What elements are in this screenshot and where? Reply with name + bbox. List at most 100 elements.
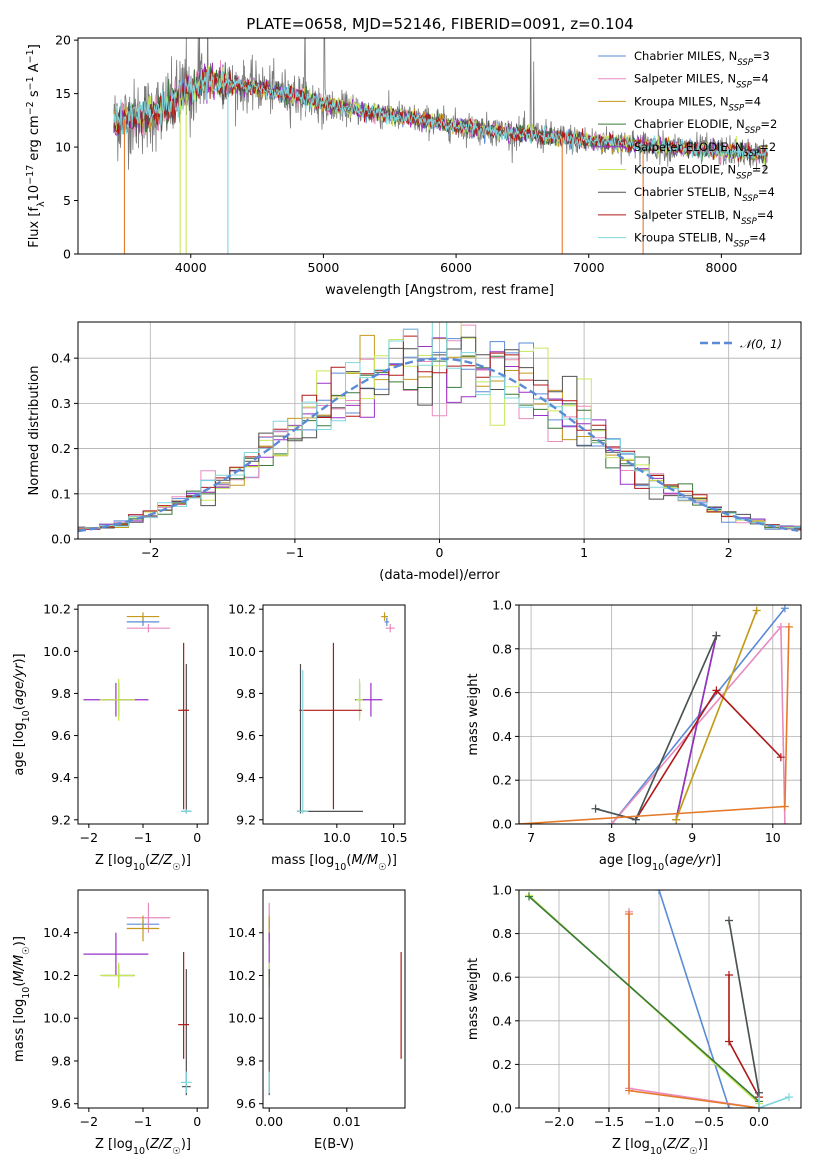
legend-entry: Salpeter ELODIE, NSSP=2 [634, 140, 776, 159]
errorbar-point [180, 1071, 192, 1094]
errorbar-point [99, 962, 135, 989]
x-tick-label: −2 [80, 1114, 98, 1129]
y-tick-label: 9.8 [51, 1053, 71, 1068]
x-tick-label: 9 [688, 830, 696, 845]
errorbar-point [178, 951, 190, 1059]
residuals-axes: −2 −1 0 1 2 0.0 0.1 0.2 0.3 0.4 [51, 322, 801, 560]
x-tick-label: 2 [725, 545, 733, 560]
residuals-frame [77, 321, 802, 540]
errorbar-point [384, 617, 390, 627]
x-tick-label: 6000 [440, 260, 472, 275]
y-axis-label: mass weight [466, 673, 481, 755]
x-tick-label: −1 [134, 1114, 152, 1129]
y-tick-label: 1.0 [492, 598, 512, 613]
legend-entry: Chabrier MILES, NSSP=3 [634, 49, 770, 68]
age_vs_mass-axes: 10.0 10.5 9.2 9.4 9.6 9.8 10.0 10.2 [228, 602, 407, 845]
plus-marker [672, 815, 681, 824]
errorbar-point [356, 678, 363, 721]
y-tick-label: 0.0 [492, 817, 512, 832]
y-tick-label: 10.2 [43, 602, 71, 617]
x-axis-label: Z [log10(Z/Z☉)] [95, 853, 191, 873]
x-tick-label: 0 [193, 1114, 201, 1129]
y-tick-label: 9.4 [236, 770, 256, 785]
weight-line [628, 914, 760, 1108]
y-tick-label: 0.2 [51, 441, 71, 456]
y-tick-label: 10.4 [228, 925, 256, 940]
spectrum-axes: 4000 5000 6000 7000 8000 0 5 10 15 20 [55, 33, 737, 275]
massweight_vs_Z-axes: −2.0 −1.5 −1.0 −0.5 0.0 0.0 0.2 0.4 0.6 0.8 1.0 [492, 883, 801, 1129]
plus-marker [776, 622, 785, 631]
y-tick-label: 9.2 [51, 812, 71, 827]
y-tick-label: 0 [63, 247, 71, 262]
y-tick-label: 0.0 [51, 532, 71, 547]
x-tick-label: −1.5 [594, 1114, 624, 1129]
mass_vs_ebv-errorbars [268, 902, 402, 1096]
y-tick-label: 0.8 [492, 926, 512, 941]
x-tick-label: 8 [608, 830, 616, 845]
y-tick-label: 0.6 [492, 970, 512, 985]
normal-curve [78, 357, 799, 533]
x-tick-label: −2 [141, 545, 159, 560]
y-tick-label: 9.2 [236, 812, 256, 827]
y-tick-label: 10.2 [228, 602, 256, 617]
mass_vs_ebv-frame [262, 889, 406, 1109]
plus-marker [591, 804, 600, 813]
spectrum-lines [113, 38, 769, 254]
y-tick-label: 10.2 [43, 968, 71, 983]
errorbar-point [126, 612, 160, 621]
x-tick-label: 10.0 [323, 830, 351, 845]
errorbar-point [99, 678, 135, 721]
plus-marker [625, 909, 633, 918]
mass_vs_ebv-axes: 0.00 0.01 9.6 9.8 10.0 10.2 10.4 [228, 925, 361, 1129]
x-tick-label: 4000 [175, 260, 207, 275]
errorbar-point [299, 642, 362, 810]
legend-entry: Kroupa MILES, NSSP=4 [634, 94, 761, 113]
plus-marker [780, 605, 789, 613]
x-axis-label: mass [log10(M/M☉)] [271, 853, 397, 873]
massweight_vs_age-frame [518, 604, 802, 825]
plus-marker [607, 820, 616, 824]
x-tick-label: −1 [134, 830, 152, 845]
y-tick-label: 0.4 [51, 351, 71, 366]
y-tick-label: 10.0 [228, 644, 256, 659]
x-tick-label: −2 [80, 830, 98, 845]
x-tick-label: 5000 [308, 260, 340, 275]
plus-marker [725, 1037, 733, 1046]
x-tick-label: 8000 [705, 260, 737, 275]
age_vs_Z-frame [77, 604, 209, 825]
y-tick-label: 9.6 [51, 1096, 71, 1111]
errorbar-point [297, 670, 309, 814]
errorbar-point [385, 623, 395, 633]
legend-entry: Kroupa ELODIE, NSSP=2 [634, 163, 769, 182]
plus-marker [755, 1104, 763, 1108]
y-tick-label: 20 [55, 33, 71, 48]
y-tick-label: 10 [55, 140, 71, 155]
x-tick-label: 7000 [573, 260, 605, 275]
x-axis-label: Z [log10(Z/Z☉)] [95, 1137, 191, 1157]
legend-entry: Kroupa STELIB, NSSP=4 [634, 231, 766, 250]
y-tick-label: 10.2 [228, 968, 256, 983]
mass_vs_Z-axes: −2 −1 0 9.6 9.8 10.0 10.2 10.4 [43, 925, 201, 1129]
plus-marker [712, 686, 721, 695]
y-tick-label: 15 [55, 86, 71, 101]
y-tick-label: 9.8 [236, 686, 256, 701]
errorbar-point [297, 663, 363, 814]
plus-marker [712, 631, 721, 640]
plus-marker [625, 1086, 633, 1095]
legend-entry: Salpeter STELIB, NSSP=4 [634, 208, 774, 227]
plus-marker [725, 1104, 733, 1108]
x-tick-label: 10 [765, 830, 781, 845]
weight-line [635, 689, 782, 821]
x-tick-label: 0 [193, 830, 201, 845]
plus-marker [725, 916, 733, 925]
x-tick-label: 0.00 [255, 1114, 283, 1129]
spectrum-frame [77, 37, 802, 255]
y-axis-label: age [log10(age/yr)] [12, 653, 32, 775]
y-tick-label: 1.0 [492, 883, 512, 898]
plus-marker [525, 892, 533, 901]
y-tick-label: 10.4 [43, 925, 71, 940]
legend-entry: Chabrier STELIB, NSSP=4 [634, 185, 775, 204]
plus-marker [780, 802, 789, 811]
weight-line [728, 920, 760, 1093]
